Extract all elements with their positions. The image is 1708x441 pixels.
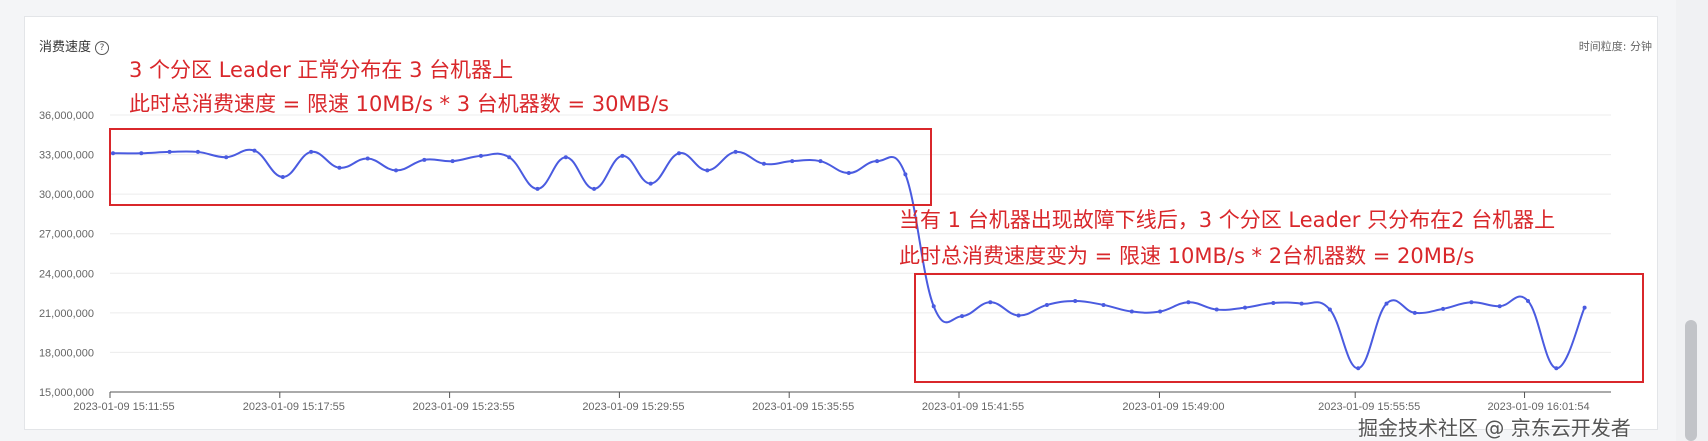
data-point (1526, 298, 1530, 303)
data-point (507, 155, 512, 160)
data-point (563, 155, 568, 160)
panel-title: 消费速度? (39, 36, 110, 55)
y-tick-label: 21,000,000 (39, 308, 94, 320)
data-point (960, 314, 964, 319)
data-point (224, 155, 229, 160)
data-point (1299, 301, 1304, 306)
data-point (677, 151, 681, 156)
x-tick-label: 2023-01-09 15:17:55 (243, 401, 345, 413)
y-tick-label: 24,000,000 (39, 268, 94, 280)
data-point (337, 165, 342, 170)
data-point (1554, 366, 1559, 371)
annotation-box-failure (914, 273, 1644, 383)
x-tick-label: 2023-01-09 15:49:00 (1122, 401, 1224, 413)
data-point (1186, 300, 1191, 305)
data-point (705, 168, 710, 173)
x-tick-label: 2023-01-09 15:29:55 (582, 401, 684, 413)
granularity-label: 时间粒度: 分钟 (1578, 40, 1652, 53)
data-point (478, 153, 483, 158)
data-point (733, 149, 738, 154)
data-point (1214, 307, 1219, 312)
data-point (1384, 301, 1389, 306)
y-tick-label: 18,000,000 (39, 347, 94, 359)
annotation-normal-line1: 3 个分区 Leader 正常分布在 3 台机器上 (129, 58, 514, 82)
data-point (931, 304, 936, 309)
data-point (1327, 307, 1332, 312)
data-point (1158, 309, 1163, 314)
data-point (394, 168, 398, 173)
data-point (648, 181, 653, 186)
data-point (365, 156, 370, 161)
x-tick-label: 2023-01-09 15:55:55 (1318, 401, 1420, 413)
data-point (1582, 305, 1587, 310)
x-tick-label: 2023-01-09 16:01:54 (1487, 401, 1589, 413)
x-tick-label: 2023-01-09 15:11:55 (73, 401, 174, 413)
data-point (111, 151, 115, 156)
series-line (112, 148, 1586, 370)
annotation-failure-line2: 此时总消费速度变为 = 限速 10MB/s * 2台机器数 = 20MB/s (899, 244, 1475, 268)
data-point (167, 149, 172, 154)
data-point (592, 186, 597, 191)
data-point (988, 300, 993, 305)
data-point (818, 159, 823, 164)
data-point (535, 186, 540, 191)
data-point (309, 149, 314, 154)
x-tick-label: 2023-01-09 15:41:55 (922, 401, 1024, 413)
data-point (1016, 313, 1021, 318)
watermark: 掘金技术社区 @ 京东云开发者 (1358, 416, 1631, 440)
data-point (875, 159, 880, 164)
data-point (139, 151, 144, 156)
data-point (1469, 300, 1474, 305)
y-tick-label: 27,000,000 (39, 229, 94, 241)
data-point (903, 172, 908, 177)
data-point (1356, 366, 1361, 371)
data-point (450, 159, 455, 164)
x-tick-label: 2023-01-09 15:23:55 (413, 401, 515, 413)
data-point (620, 153, 625, 158)
data-point (1441, 306, 1446, 311)
y-tick-label: 15,000,000 (39, 387, 94, 399)
data-point (1101, 302, 1106, 307)
scrollbar-thumb[interactable] (1685, 320, 1697, 441)
data-point (1129, 309, 1134, 314)
annotation-failure-line1: 当有 1 台机器出现故障下线后，3 个分区 Leader 只分布在2 台机器上 (899, 208, 1556, 232)
data-point (846, 171, 851, 176)
data-point (1044, 302, 1049, 307)
annotation-normal-line2: 此时总消费速度 = 限速 10MB/s * 3 台机器数 = 30MB/s (129, 92, 669, 116)
chart-card (24, 16, 1658, 430)
data-point (1073, 298, 1078, 303)
data-point (280, 174, 285, 179)
x-tick-label: 2023-01-09 15:35:55 (752, 401, 854, 413)
annotation-box-normal (109, 128, 932, 206)
data-point (422, 157, 427, 162)
data-point (1497, 304, 1502, 309)
data-point (195, 149, 200, 154)
y-tick-label: 30,000,000 (39, 189, 94, 201)
data-point (1412, 310, 1417, 315)
y-tick-label: 33,000,000 (39, 150, 94, 162)
data-point (1243, 305, 1247, 310)
data-point (761, 161, 766, 166)
data-point (790, 159, 795, 164)
data-point (1271, 300, 1276, 305)
question-circle-icon[interactable]: ? (95, 41, 110, 55)
y-tick-label: 36,000,000 (39, 110, 94, 122)
data-point (252, 148, 257, 153)
